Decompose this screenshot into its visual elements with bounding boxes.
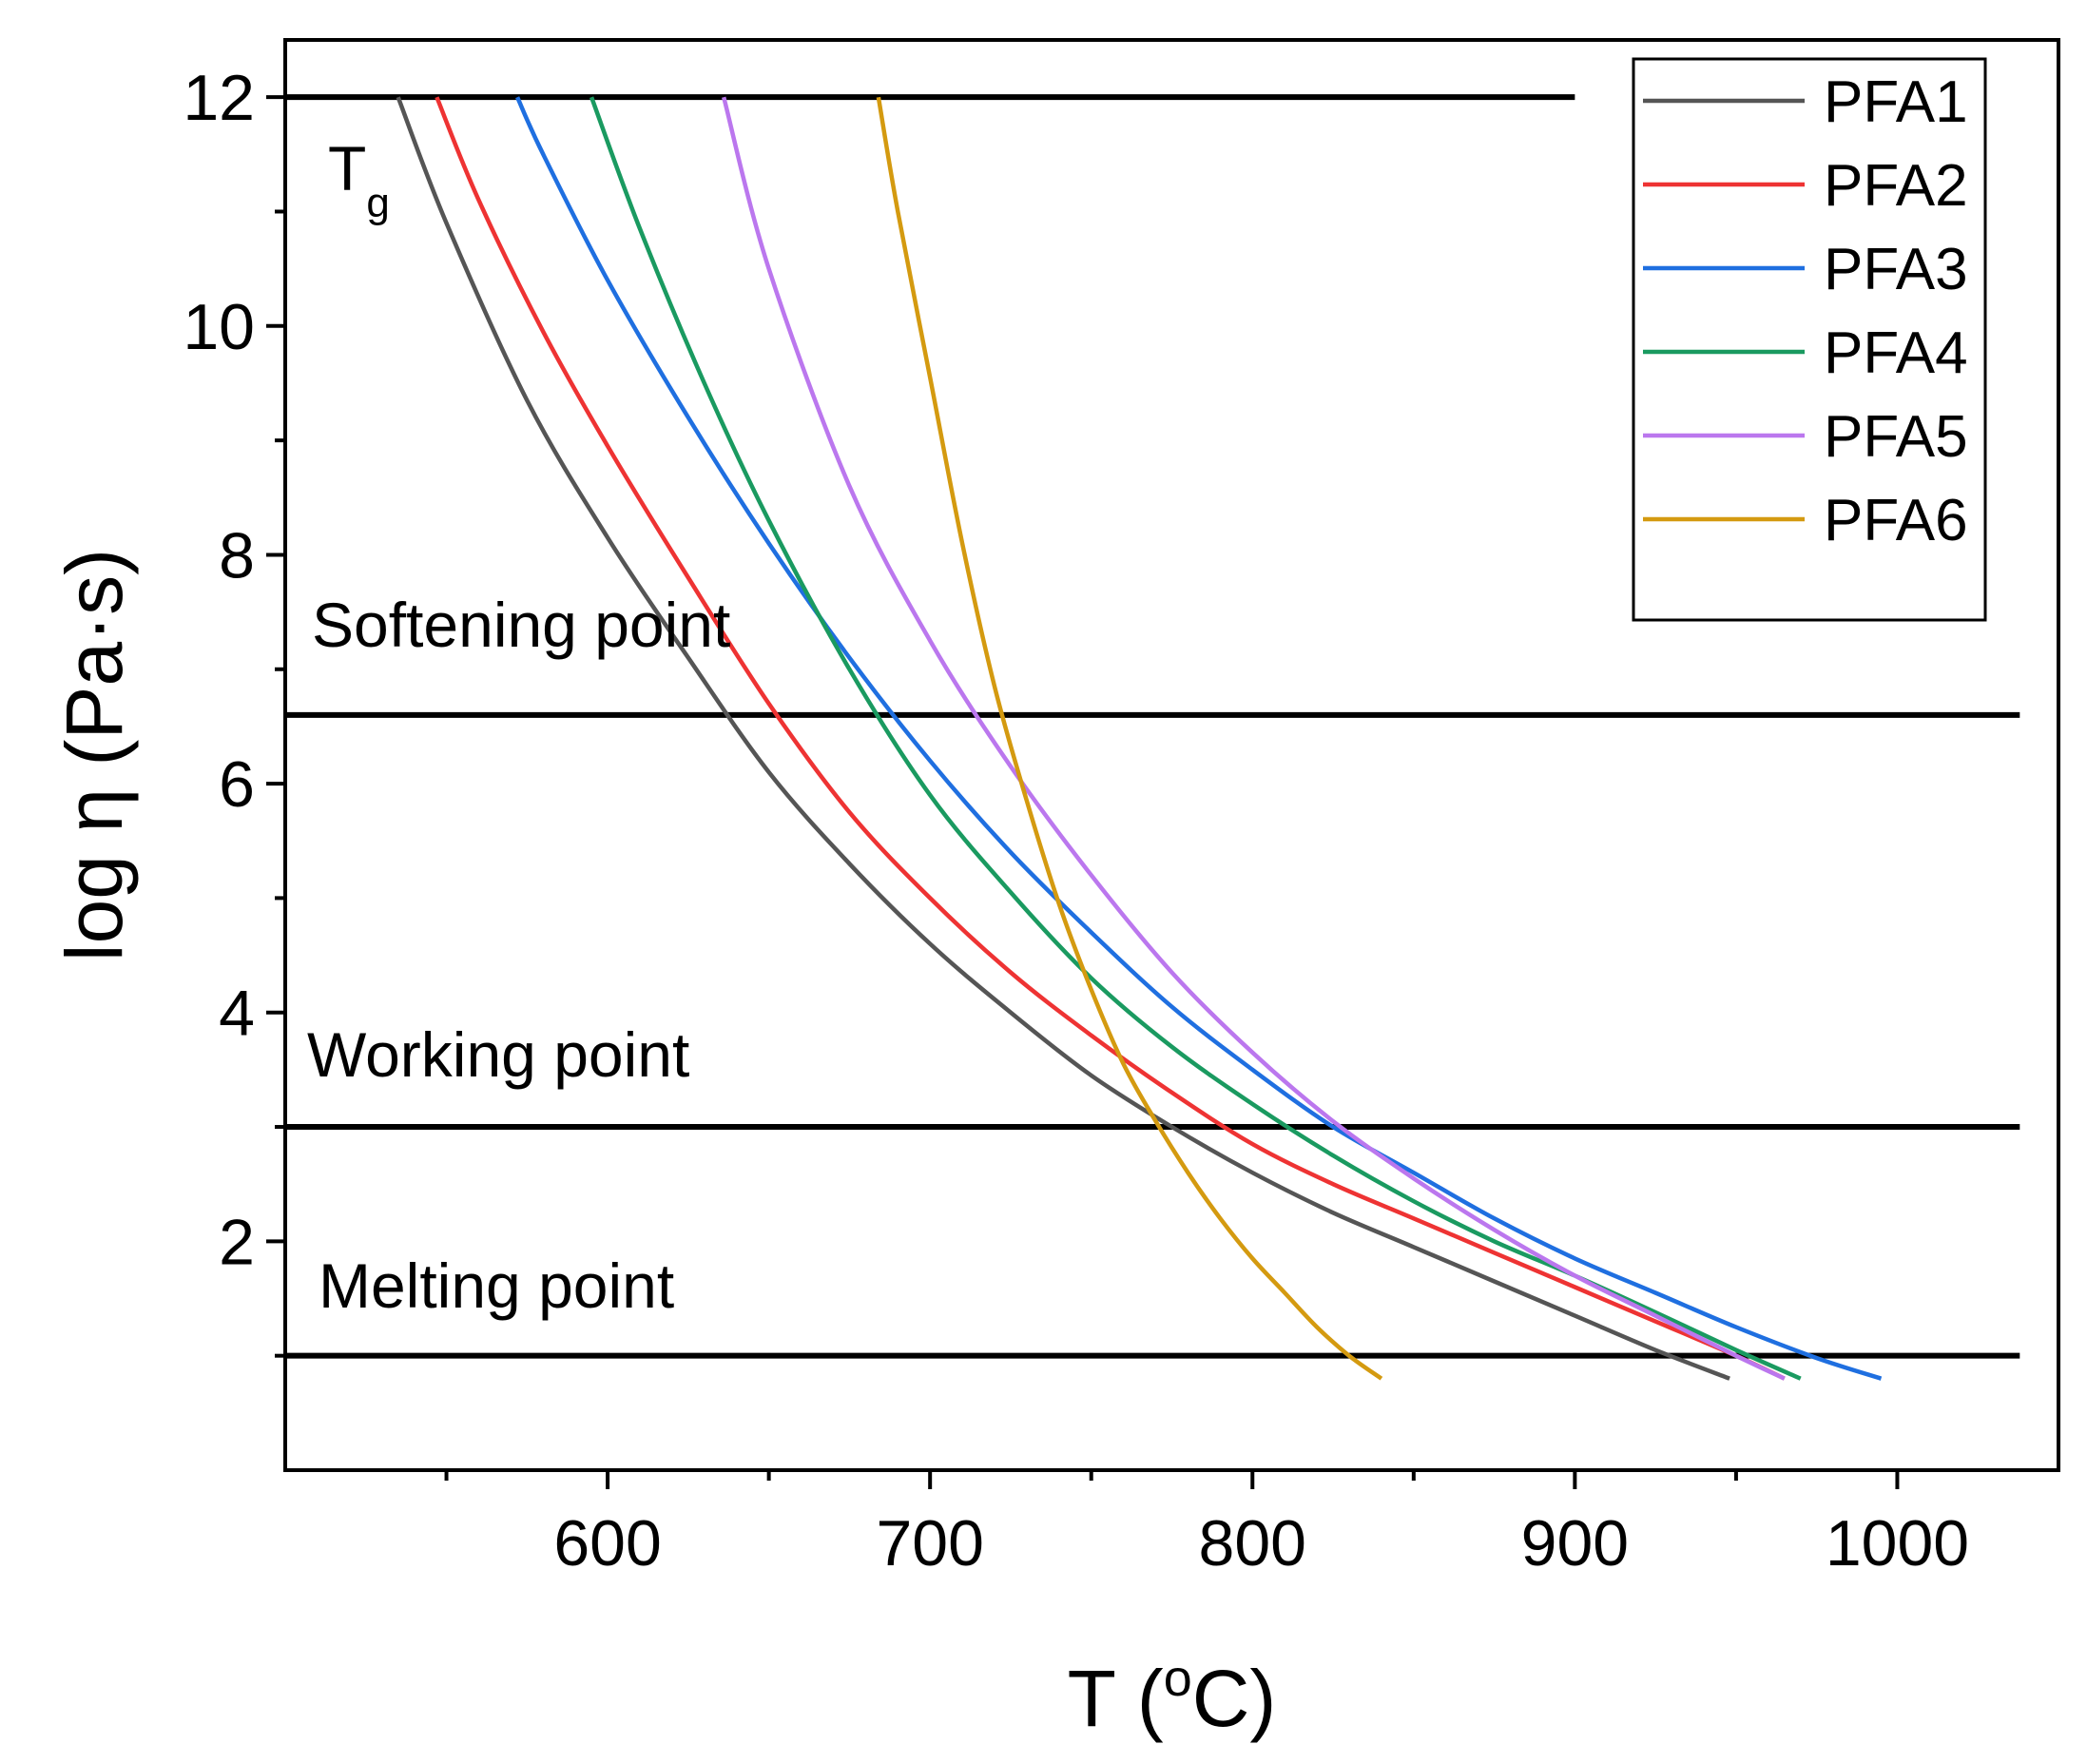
x-axis-label-sup: o	[1164, 1650, 1192, 1707]
y-tick-label: 10	[183, 291, 255, 363]
y-tick-label: 6	[219, 748, 255, 821]
x-tick-label: 600	[553, 1507, 661, 1580]
legend-box	[1632, 57, 1987, 622]
labels: log η (Pa·s) T (oC)	[49, 549, 1276, 1743]
series-lines	[396, 96, 1883, 1381]
reference-lines	[285, 94, 2020, 1359]
legend-label-pfa6: PFA6	[1824, 488, 1968, 553]
x-tick-label: 900	[1521, 1507, 1629, 1580]
annotations: Tg Softening point Working point Melting po…	[307, 133, 730, 1321]
y-tick-label: 2	[219, 1206, 255, 1278]
legend-label-pfa3: PFA3	[1824, 237, 1968, 302]
y-tick-label: 4	[219, 978, 255, 1050]
y-axis-label: log η (Pa·s)	[49, 549, 139, 961]
axes: 600 700 800 900 1000 2 4 6 8 10 12	[183, 38, 2060, 1580]
x-tick-label: 800	[1199, 1507, 1306, 1580]
softening-label: Softening point	[312, 590, 730, 660]
legend-label-pfa4: PFA4	[1824, 320, 1968, 386]
series-line-pfa2	[435, 96, 1786, 1381]
legend-label-pfa2: PFA2	[1824, 153, 1968, 219]
x-tick-label: 1000	[1826, 1507, 1969, 1580]
x-axis-label-tail: C)	[1192, 1654, 1277, 1743]
melting-label: Melting point	[319, 1250, 674, 1321]
series-line-pfa1	[396, 96, 1730, 1381]
series-line-pfa5	[722, 96, 1786, 1381]
plot-frame	[283, 38, 2060, 1472]
legend: PFA1 PFA2 PFA3 PFA4 PFA5 PFA6	[1632, 57, 1987, 622]
working-label: Working point	[307, 1019, 689, 1090]
y-tick-label: 8	[219, 519, 255, 591]
y-tick-label: 12	[183, 62, 255, 134]
x-tick-label: 700	[876, 1507, 983, 1580]
x-axis-label-main: T (	[1068, 1654, 1164, 1743]
series-line-pfa6	[876, 96, 1383, 1381]
legend-label-pfa5: PFA5	[1824, 404, 1968, 470]
x-axis-label: T (oC)	[1068, 1650, 1277, 1743]
legend-label-pfa1: PFA1	[1824, 69, 1968, 135]
tg-label: Tg	[328, 133, 390, 226]
series-line-pfa3	[515, 96, 1883, 1381]
